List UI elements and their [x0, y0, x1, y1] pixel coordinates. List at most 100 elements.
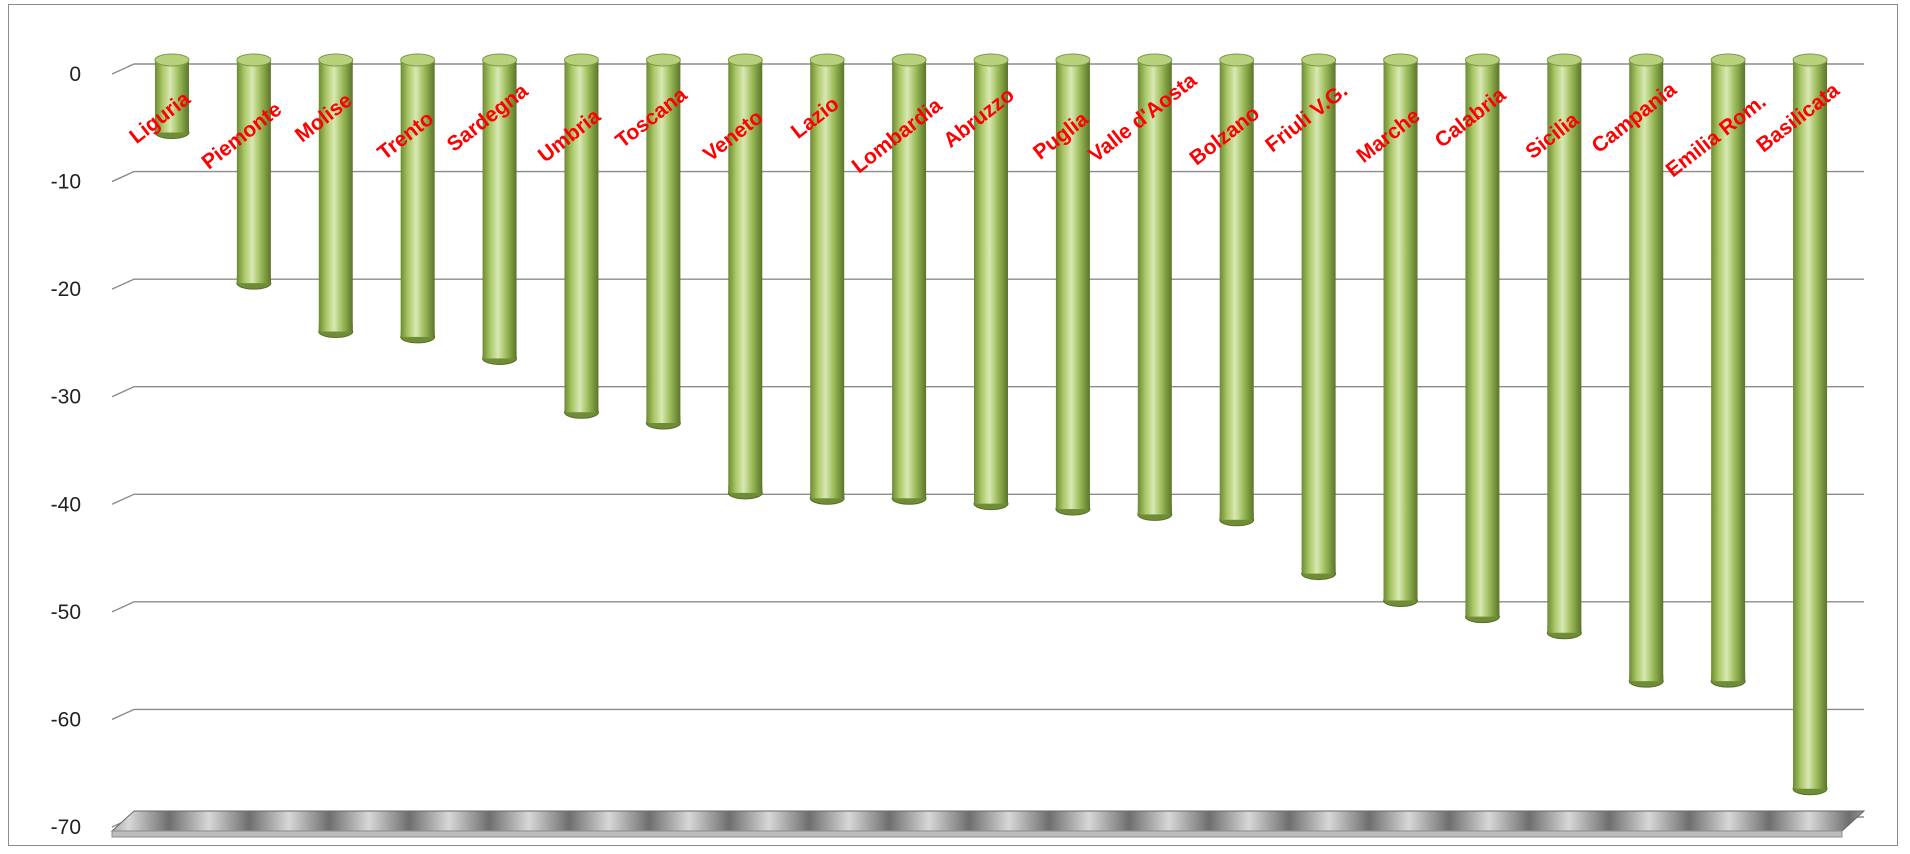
bar-lower-rim-10: [974, 496, 1008, 504]
bar-body-2: [318, 60, 353, 332]
bar-lower-rim-14: [1301, 566, 1336, 574]
bar-6: [645, 53, 681, 430]
bar-top-10: [973, 53, 1009, 67]
bar-body-18: [1629, 60, 1664, 682]
chart-frame: 0 -10 -20 -30 -40 -50 -60 -70 Liguria Piemonte Mo…: [8, 4, 1898, 846]
bar-19: [1710, 53, 1746, 688]
gridline-5: [111, 601, 1864, 613]
bar-18: [1628, 53, 1664, 688]
bar-body-3: [400, 60, 435, 337]
gridline-6: [111, 708, 1864, 721]
bar-10: [973, 53, 1009, 511]
gridline-2: [111, 278, 1864, 290]
bar-lower-rim-12: [1137, 507, 1172, 515]
bar-body-7: [728, 60, 763, 493]
y-tick-label-3: -30: [51, 386, 81, 409]
bar-top-8: [809, 53, 845, 67]
bar-chart: 0-10-20-30-40-50-60-70 Liguria Piemonte Mo…: [51, 53, 1866, 839]
bar-top-15: [1383, 53, 1419, 67]
bar-body-13: [1219, 60, 1254, 520]
bar-body-16: [1465, 60, 1500, 617]
chart-floor-edge: [111, 830, 1843, 838]
bar-lower-rim-4: [482, 351, 517, 359]
bar-lower-rim-13: [1219, 512, 1254, 520]
bar-body-19: [1711, 60, 1746, 682]
bar-top-9: [891, 53, 927, 67]
bar-12: [1137, 53, 1173, 521]
bar-lower-rim-7: [728, 485, 763, 493]
bar-top-13: [1219, 53, 1255, 67]
bar-top-2: [318, 53, 354, 67]
bar-body-12: [1137, 60, 1172, 515]
bar-body-15: [1383, 60, 1418, 601]
bar-lower-rim-19: [1711, 674, 1746, 682]
bar-top-4: [482, 53, 518, 67]
bar-2: [318, 53, 354, 339]
bar-7: [727, 53, 763, 500]
bar-lower-rim-1: [236, 276, 271, 284]
bar-lower-rim-5: [564, 405, 599, 413]
bar-3: [400, 53, 436, 344]
bar-top-18: [1628, 53, 1664, 67]
bar-body-8: [810, 60, 845, 499]
bar-8: [809, 53, 845, 505]
bar-top-0: [154, 53, 190, 67]
bar-top-17: [1546, 53, 1582, 67]
bar-lower-rim-17: [1547, 625, 1582, 633]
bar-lower-rim-18: [1629, 674, 1664, 682]
y-tick-label-2: -20: [51, 278, 81, 301]
bar-body-20: [1793, 60, 1828, 789]
bar-top-1: [236, 53, 272, 67]
bar-top-3: [400, 53, 436, 67]
bar-lower-rim-11: [1055, 502, 1090, 510]
bar-top-16: [1464, 53, 1500, 67]
bar-lower-rim-2: [318, 324, 353, 332]
bar-lower-rim-6: [646, 415, 681, 423]
gridline-4: [111, 493, 1864, 505]
bar-layer: [154, 53, 1828, 796]
bar-top-19: [1710, 53, 1746, 67]
bar-0: [154, 53, 190, 140]
bar-top-20: [1792, 53, 1828, 67]
bar-top-14: [1301, 53, 1337, 67]
bar-top-7: [727, 53, 763, 67]
y-tick-label-7: -70: [51, 816, 81, 839]
bar-body-9: [892, 60, 927, 499]
floor-layer: [110, 810, 1866, 838]
y-tick-label-5: -50: [51, 601, 81, 624]
bar-body-10: [974, 60, 1008, 504]
bar-15: [1383, 53, 1419, 607]
bar-top-6: [645, 53, 681, 67]
bar-14: [1301, 53, 1337, 581]
bar-body-11: [1055, 60, 1090, 510]
bar-5: [563, 53, 599, 419]
bar-lower-rim-8: [810, 491, 845, 499]
bar-body-4: [482, 60, 517, 359]
gridline-1: [111, 170, 1864, 183]
bar-lower-rim-0: [154, 125, 189, 133]
chart-floor: [110, 810, 1866, 832]
bar-body-14: [1301, 60, 1336, 574]
bar-4: [482, 53, 518, 365]
bar-16: [1464, 53, 1500, 624]
bar-17: [1546, 53, 1582, 640]
bar-lower-rim-15: [1383, 593, 1418, 601]
bar-body-17: [1547, 60, 1582, 633]
bar-top-11: [1055, 53, 1091, 67]
bar-lower-rim-16: [1465, 609, 1500, 617]
y-tick-label-6: -60: [51, 708, 81, 731]
bar-lower-rim-9: [892, 491, 927, 499]
bar-lower-rim-20: [1793, 781, 1828, 789]
gridline-0: [111, 63, 1864, 75]
y-tick-label-1: -10: [51, 171, 81, 194]
bar-body-1: [236, 60, 271, 284]
bar-9: [891, 53, 927, 505]
bar-body-5: [564, 60, 599, 413]
bar-top-12: [1137, 53, 1173, 67]
gridline-3: [111, 386, 1864, 398]
bar-13: [1219, 53, 1255, 527]
bar-body-0: [154, 60, 189, 133]
bar-body-6: [646, 60, 681, 423]
bar-top-5: [563, 53, 599, 67]
y-tick-label-0: 0: [69, 63, 81, 86]
